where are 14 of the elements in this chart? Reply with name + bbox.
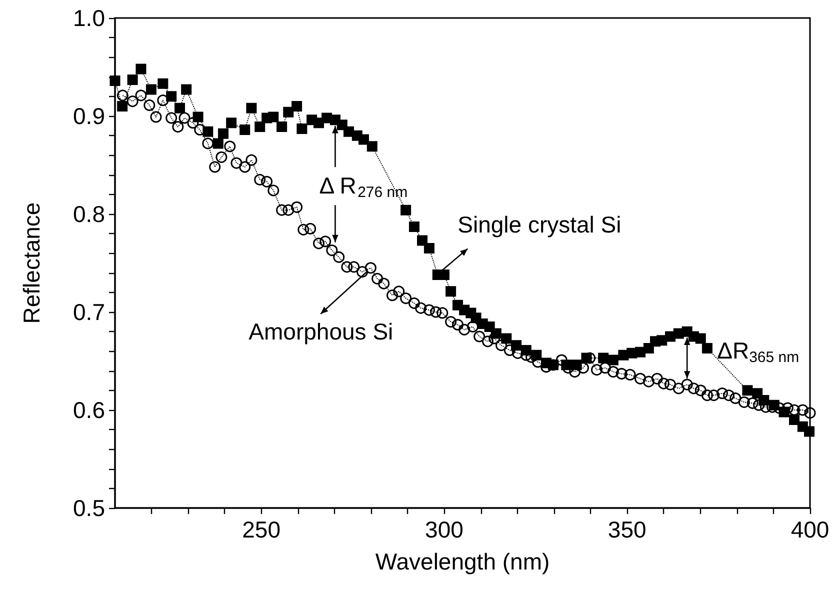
y-tick-label: 0.9 [73,103,105,129]
y-tick-label: 0.8 [73,201,105,227]
x-axis-title: Wavelength (nm) [375,548,550,574]
y-tick-label: 1.0 [73,5,105,31]
y-tick-label: 0.6 [73,397,105,423]
x-tick-label: 350 [608,516,646,542]
y-tick-label: 0.5 [73,495,105,521]
x-tick-label: 300 [425,516,464,542]
x-tick-label: 400 [790,516,830,542]
y-axis-title: Reflectance [18,202,44,324]
x-tick-label: 250 [242,516,281,542]
annotation: Single crystal Si [458,211,622,238]
annotation: Amorphous Si [248,318,394,344]
y-tick-label: 0.7 [73,299,105,325]
